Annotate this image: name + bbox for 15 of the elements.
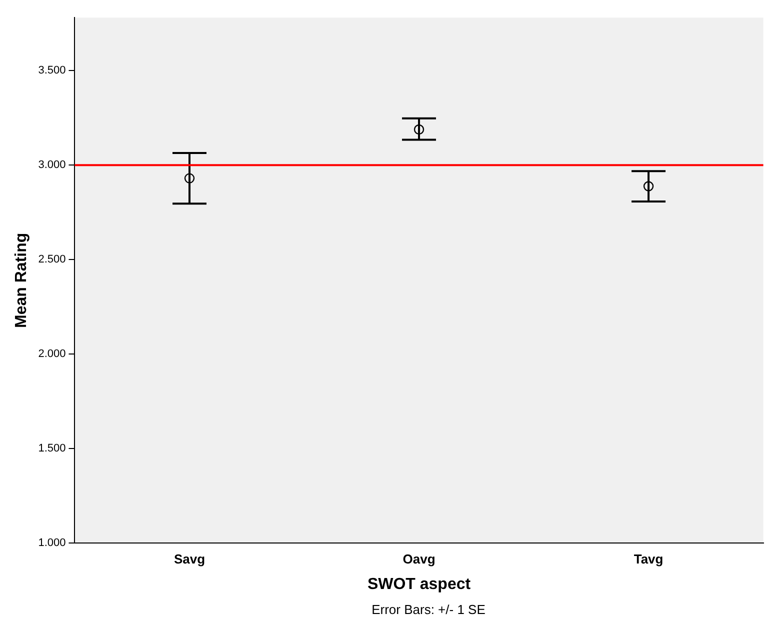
x-axis-title: SWOT aspect (367, 576, 472, 593)
y-tick-label: 2.500 (38, 254, 66, 266)
y-tick-label: 2.000 (38, 348, 66, 360)
x-tick-label: Tavg (634, 552, 664, 567)
y-tick-label: 1.000 (38, 537, 66, 550)
x-tick-label: Savg (174, 552, 206, 567)
x-tick-label: Oavg (402, 552, 436, 567)
point (414, 124, 424, 135)
y-tick-label: 3.000 (38, 159, 66, 172)
point (643, 181, 654, 192)
y-tick-label: 3.500 (38, 64, 66, 77)
text: Error Bars: +/- 1 SE (370, 602, 486, 617)
y-tick-label: 1.500 (38, 442, 66, 455)
y-axis-title: Mean Rating (13, 232, 30, 328)
point (184, 173, 195, 184)
